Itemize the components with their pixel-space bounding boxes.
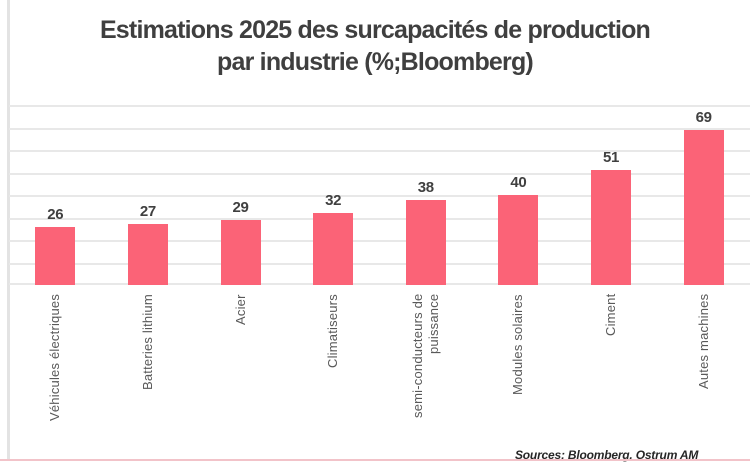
- bar: [313, 213, 354, 285]
- category-label: Modules solaires: [510, 294, 526, 395]
- chart-title-line1: Estimations 2025 des surcapacités de pro…: [99, 16, 651, 44]
- bar-group: 29: [194, 199, 287, 285]
- bar: [591, 170, 632, 285]
- bar-value-label: 29: [232, 198, 249, 216]
- gridline: [9, 172, 750, 175]
- bar-group: 26: [9, 205, 102, 285]
- bar-group: 38: [380, 178, 473, 285]
- category-label: Acier: [232, 294, 248, 325]
- gridline: [9, 127, 750, 130]
- bar-group: 69: [657, 109, 750, 285]
- chart-title: Estimations 2025 des surcapacités de pro…: [0, 14, 750, 78]
- bar: [683, 129, 724, 285]
- bar-group: 40: [472, 174, 565, 285]
- bar-value-label: 69: [695, 108, 712, 126]
- category-cell: Batteries lithium: [102, 294, 195, 460]
- bottom-rule: [0, 459, 750, 461]
- bar-value-label: 38: [417, 178, 434, 196]
- category-cell: Autes machines: [657, 294, 750, 460]
- bar: [498, 195, 539, 285]
- bar-value-label: 26: [47, 205, 64, 223]
- category-label: Batteries lithium: [139, 294, 155, 390]
- source-note: Sources: Bloomberg, Ostrum AM: [515, 448, 699, 462]
- gridline: [9, 283, 750, 285]
- bar-value-label: 27: [139, 203, 156, 221]
- category-axis: Véhicules électriques Batteries lithium Ac…: [9, 294, 750, 460]
- category-cell: semi-conducteurs de puissance: [380, 294, 473, 460]
- y-axis-line: [7, 0, 10, 461]
- bar-group: 27: [102, 203, 195, 285]
- category-label: Autes machines: [695, 294, 711, 390]
- bar-value-label: 32: [325, 192, 342, 209]
- bars-row: 26 27 29 32 38 40 51 69: [9, 75, 750, 285]
- gridline: [9, 150, 750, 152]
- bar-value-label: 40: [510, 174, 527, 191]
- gridline: [9, 240, 750, 242]
- gridline: [9, 195, 750, 197]
- category-label: Climatiseurs: [325, 294, 341, 368]
- gridline: [9, 217, 750, 220]
- category-cell: Véhicules électriques: [9, 294, 102, 460]
- bar: [405, 199, 446, 285]
- bar-value-label: 51: [603, 149, 620, 167]
- category-cell: Ciment: [565, 294, 658, 460]
- category-label: semi-conducteurs de puissance: [409, 294, 441, 419]
- bar: [127, 224, 168, 285]
- category-label: Véhicules électriques: [47, 294, 63, 422]
- bar-group: 51: [565, 149, 658, 285]
- bar: [35, 226, 76, 285]
- bar-group: 32: [287, 192, 380, 285]
- category-cell: Modules solaires: [472, 294, 565, 460]
- gridline: [9, 105, 750, 107]
- category-cell: Climatiseurs: [287, 294, 380, 460]
- category-cell: Acier: [194, 294, 287, 460]
- chart-title-line2: par industrie (%;Bloomberg): [217, 48, 534, 76]
- plot-area: 26 27 29 32 38 40 51 69: [9, 105, 750, 285]
- category-label: Ciment: [603, 294, 619, 337]
- bar: [220, 219, 261, 285]
- gridline: [9, 262, 750, 265]
